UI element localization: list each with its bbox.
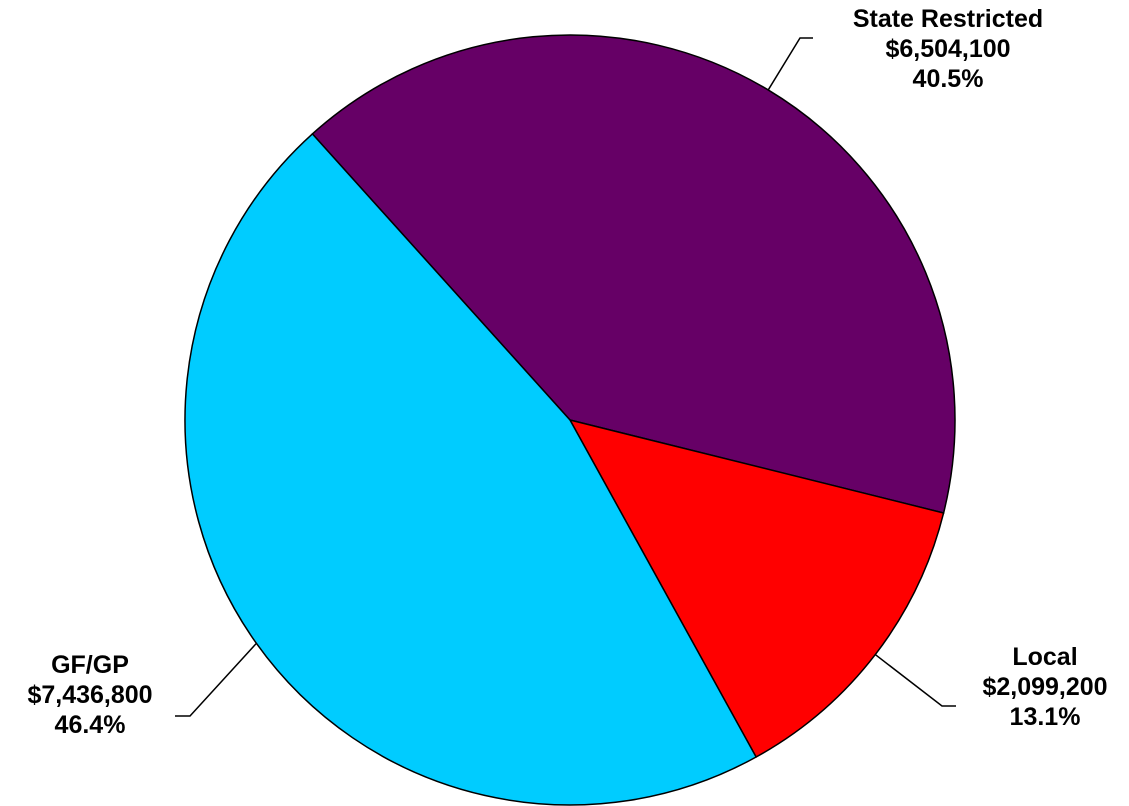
data-label-gf-gp: GF/GP $7,436,800 46.4% (0, 650, 200, 740)
data-label-gf-gp-name: GF/GP (51, 651, 129, 679)
data-label-gf-gp-percent: 46.4% (54, 711, 126, 739)
data-label-state-restricted-name: State Restricted (852, 5, 1044, 33)
pie-slice-state-restricted (311, 34, 956, 514)
leader-lines (175, 37, 956, 717)
leader-line-gf-gp (175, 642, 257, 717)
data-label-local-value: $2,099,200 (982, 673, 1108, 701)
pie-slice-gf-gp (184, 132, 758, 806)
data-label-local-percent: 13.1% (1009, 703, 1081, 731)
leader-line-local (874, 653, 956, 707)
data-label-state-restricted-value: $6,504,100 (885, 35, 1011, 63)
pie-slice-local (568, 418, 945, 759)
data-label-state-restricted-percent: 40.5% (912, 65, 984, 93)
data-label-gf-gp-value: $7,436,800 (27, 681, 153, 709)
data-label-local: Local $2,099,200 13.1% (930, 642, 1129, 732)
pie-slices (184, 34, 956, 806)
data-label-local-name: Local (1012, 643, 1078, 671)
leader-line-state-restricted (767, 37, 813, 91)
data-label-state-restricted: State Restricted $6,504,100 40.5% (798, 4, 1098, 94)
